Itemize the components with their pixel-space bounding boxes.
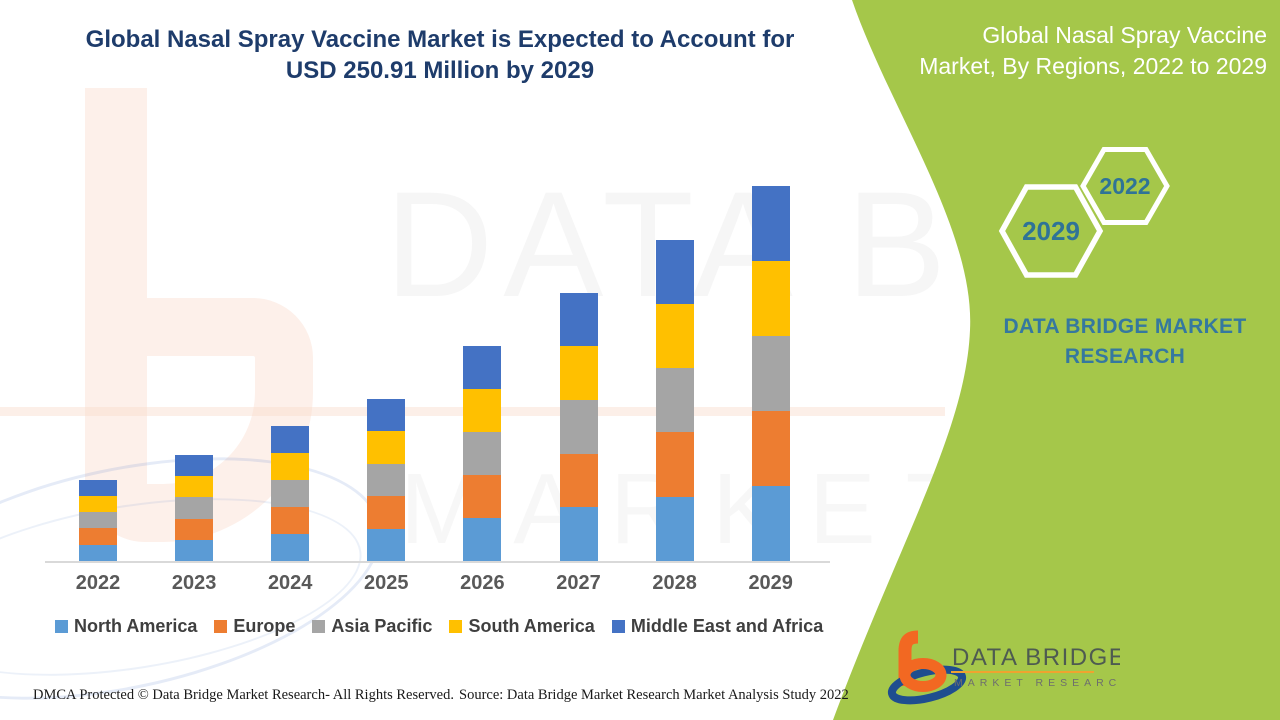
legend-label: South America — [468, 616, 595, 636]
legend-item-europe: Europe — [214, 616, 295, 637]
panel-brand-text: DATA BRIDGE MARKET RESEARCH — [1003, 315, 1247, 368]
legend-swatch-asia-pacific — [312, 620, 326, 633]
legend-item-middle-east-and-africa: Middle East and Africa — [611, 616, 824, 637]
hexagon-2029-label: 2029 — [1022, 216, 1080, 246]
chart-title-line2: USD 250.91 Million by 2029 — [285, 57, 595, 84]
legend-item-south-america: South America — [449, 616, 595, 637]
year-hexagons: 2022 2029 — [998, 147, 1170, 278]
side-panel-title-line2: Market, By Regions, 2022 to 2029 — [919, 53, 1267, 79]
green-side-panel-shape — [833, 0, 1280, 720]
legend-label: Middle East and Africa — [630, 616, 824, 636]
chart-legend: North America Europe Asia Pacific South Ame… — [55, 616, 823, 637]
logo-b-bowl — [899, 658, 947, 692]
legend-swatch-north-america — [55, 620, 68, 633]
legend-item-asia-pacific: Asia Pacific — [312, 616, 432, 637]
hexagon-2029 — [998, 184, 1104, 278]
legend-item-north-america: North America — [55, 616, 197, 637]
hexagon-2022 — [1080, 147, 1170, 225]
legend-label: Asia Pacific — [331, 616, 433, 636]
legend-label: North America — [74, 616, 198, 636]
logo-b-stem — [898, 630, 919, 686]
legend-label: Europe — [233, 616, 296, 636]
side-panel-title-line1: Global Nasal Spray Vaccine — [982, 22, 1267, 48]
legend-swatch-middle-east-and-africa — [611, 620, 625, 633]
footer-dmca-text: DMCA Protected © Data Bridge Market Rese… — [33, 687, 454, 703]
chart-title-line1: Global Nasal Spray Vaccine Market is Exp… — [85, 26, 795, 53]
legend-swatch-europe — [214, 620, 228, 633]
footer-source-text: Source: Data Bridge Market Research Mark… — [459, 687, 849, 703]
logo-name-text: DATA BRIDGE — [952, 644, 1120, 671]
data-bridge-logo: DATA BRIDGE MARKET RESEARCH — [887, 630, 1120, 705]
legend-swatch-south-america — [449, 620, 463, 633]
logo-underline — [951, 671, 1094, 673]
hexagon-2022-label: 2022 — [1099, 173, 1150, 199]
logo-blue-swoosh — [887, 665, 967, 705]
side-panel-title: Global Nasal Spray Vaccine Market, By Re… — [867, 20, 1267, 82]
logo-sub-text: MARKET RESEARCH — [954, 677, 1120, 689]
chart-title: Global Nasal Spray Vaccine Market is Exp… — [55, 24, 825, 86]
